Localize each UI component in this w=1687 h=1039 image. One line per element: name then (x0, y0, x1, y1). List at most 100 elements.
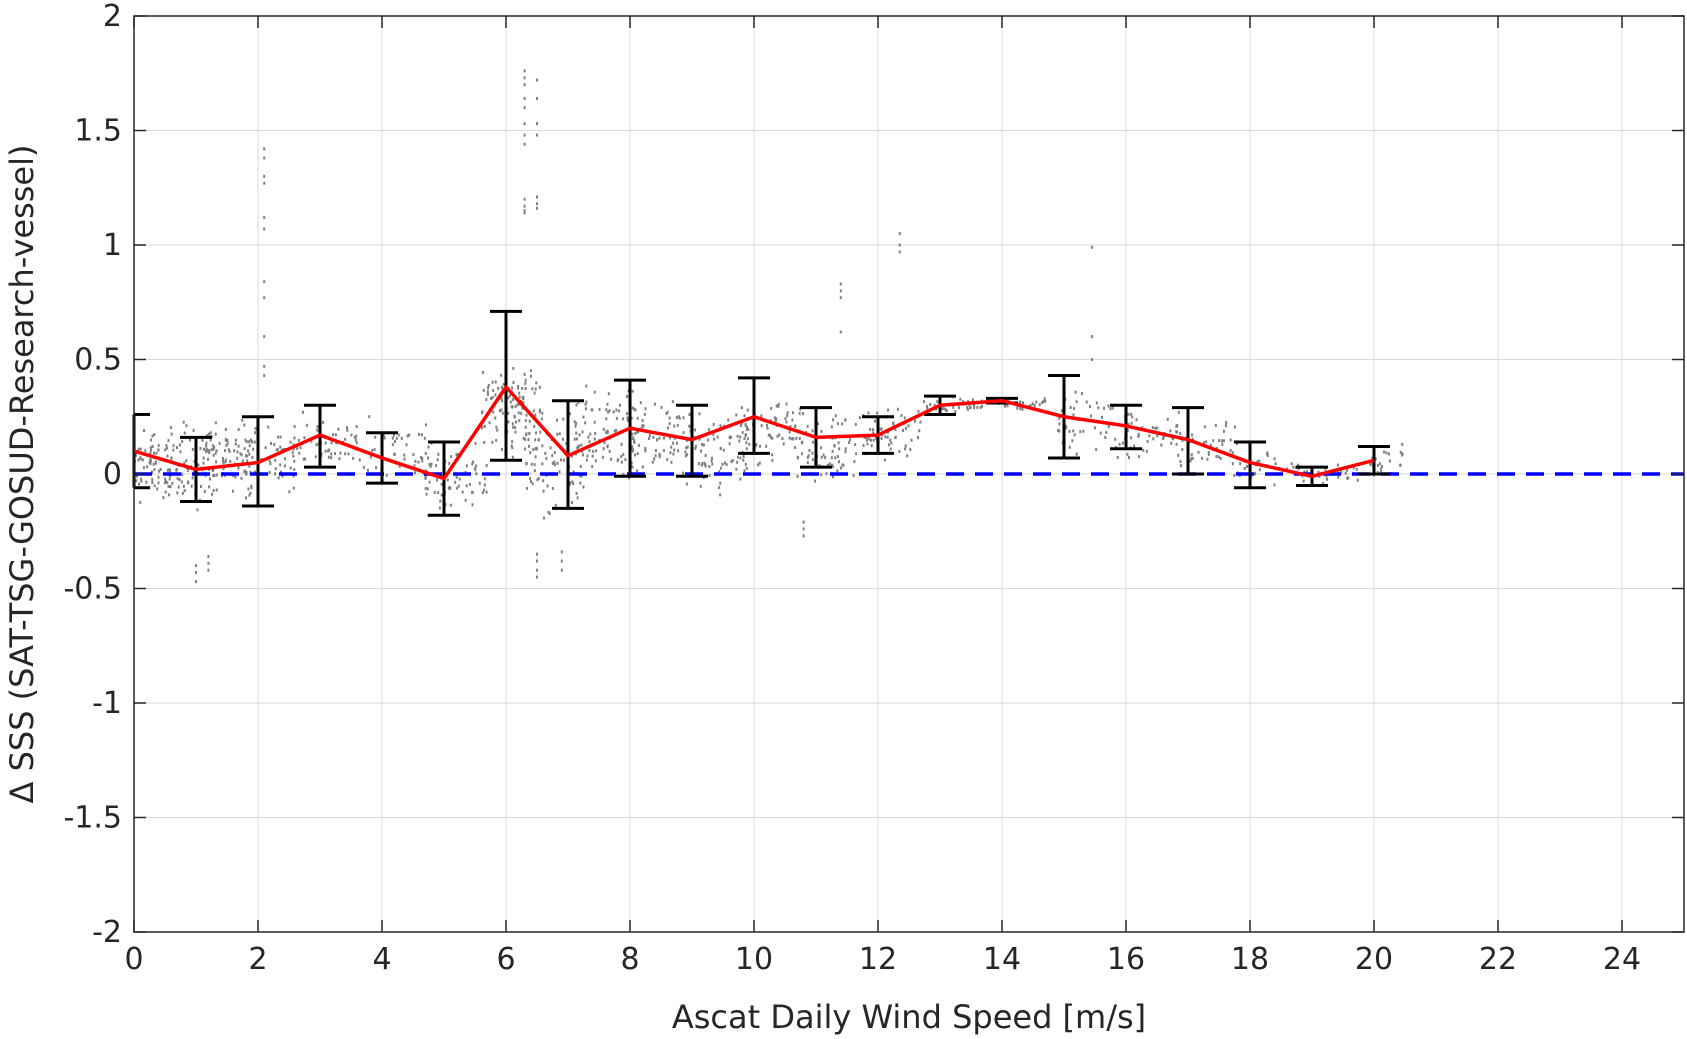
scatter-point (164, 479, 167, 483)
scatter-point (615, 416, 618, 420)
scatter-point (572, 482, 575, 486)
scatter-point (1058, 416, 1061, 420)
scatter-point (293, 436, 296, 440)
scatter-point (1130, 436, 1133, 440)
y-tick-label: 2 (103, 0, 122, 34)
scatter-point (144, 449, 147, 453)
scatter-point (839, 282, 842, 286)
scatter-point (894, 427, 897, 431)
scatter-point (166, 468, 169, 472)
scatter-point (677, 415, 680, 419)
scatter-point (929, 402, 932, 406)
scatter-point (240, 476, 243, 480)
scatter-point (176, 491, 179, 495)
scatter-point (1019, 407, 1022, 411)
scatter-point (852, 474, 855, 478)
scatter-point (542, 479, 545, 483)
scatter-point (523, 122, 526, 126)
scatter-point (139, 457, 142, 461)
scatter-point (831, 449, 834, 453)
scatter-point (522, 400, 525, 404)
scatter-point (535, 431, 538, 435)
scatter-point (569, 412, 572, 416)
scatter-point (178, 443, 181, 447)
scatter-point (887, 443, 890, 447)
scatter-point (327, 449, 330, 453)
scatter-point (881, 433, 884, 437)
scatter-point (1042, 399, 1045, 403)
scatter-point (952, 405, 955, 409)
x-tick-label: 6 (496, 942, 515, 977)
scatter-point (666, 410, 669, 414)
scatter-point (496, 428, 499, 432)
scatter-point (213, 445, 216, 449)
scatter-point (472, 460, 475, 464)
scatter-point (1035, 400, 1038, 404)
scatter-point (1082, 429, 1085, 433)
scatter-point (562, 437, 565, 441)
scatter-point (205, 441, 208, 445)
scatter-point (475, 472, 478, 476)
scatter-point (675, 416, 678, 420)
scatter-point (523, 209, 526, 213)
scatter-point (139, 477, 142, 481)
scatter-point (299, 446, 302, 450)
x-tick-label: 12 (859, 942, 897, 977)
scatter-point (481, 410, 484, 414)
scatter-point (744, 433, 747, 437)
scatter-point (172, 444, 175, 448)
scatter-point (553, 463, 556, 467)
scatter-point (796, 455, 799, 459)
scatter-point (403, 457, 406, 461)
scatter-point (485, 398, 488, 402)
scatter-point (1218, 439, 1221, 443)
scatter-point (785, 402, 788, 406)
scatter-point (1245, 464, 1248, 468)
scatter-point (560, 568, 563, 572)
scatter-point (758, 461, 761, 465)
scatter-point (239, 452, 242, 456)
scatter-point (798, 411, 801, 415)
scatter-point (745, 466, 748, 470)
scatter-point (536, 552, 538, 556)
scatter-point (248, 493, 251, 497)
scatter-point (1207, 452, 1210, 456)
scatter-point (1191, 433, 1194, 437)
scatter-point (352, 456, 355, 460)
scatter-point (582, 485, 585, 489)
scatter-point (208, 448, 211, 452)
scatter-point (1234, 425, 1237, 429)
scatter-point (746, 437, 749, 441)
scatter-point (551, 461, 554, 465)
scatter-point (633, 407, 636, 411)
scatter-point (529, 480, 532, 484)
scatter-point (236, 450, 239, 454)
scatter-point (182, 484, 185, 488)
scatter-point (303, 436, 306, 440)
scatter-point (168, 477, 171, 481)
scatter-point (1207, 451, 1210, 455)
scatter-point (551, 487, 554, 491)
scatter-point (862, 443, 865, 447)
scatter-point (414, 459, 417, 463)
scatter-point (177, 485, 180, 489)
scatter-point (245, 471, 248, 475)
scatter-point (273, 442, 276, 446)
scatter-point (1180, 464, 1183, 468)
scatter-point (251, 455, 254, 459)
scatter-point (575, 403, 578, 407)
scatter-point (582, 453, 585, 457)
scatter-point (263, 174, 266, 178)
scatter-point (250, 484, 253, 488)
scatter-point (708, 474, 711, 478)
scatter-point (622, 417, 625, 421)
scatter-point (1080, 392, 1083, 396)
scatter-point (634, 408, 637, 412)
scatter-point (425, 423, 428, 427)
scatter-point (523, 133, 526, 137)
scatter-point (725, 462, 728, 466)
scatter-point (1107, 425, 1110, 429)
scatter-point (666, 426, 669, 430)
scatter-point (707, 438, 710, 442)
scatter-point (889, 438, 892, 442)
